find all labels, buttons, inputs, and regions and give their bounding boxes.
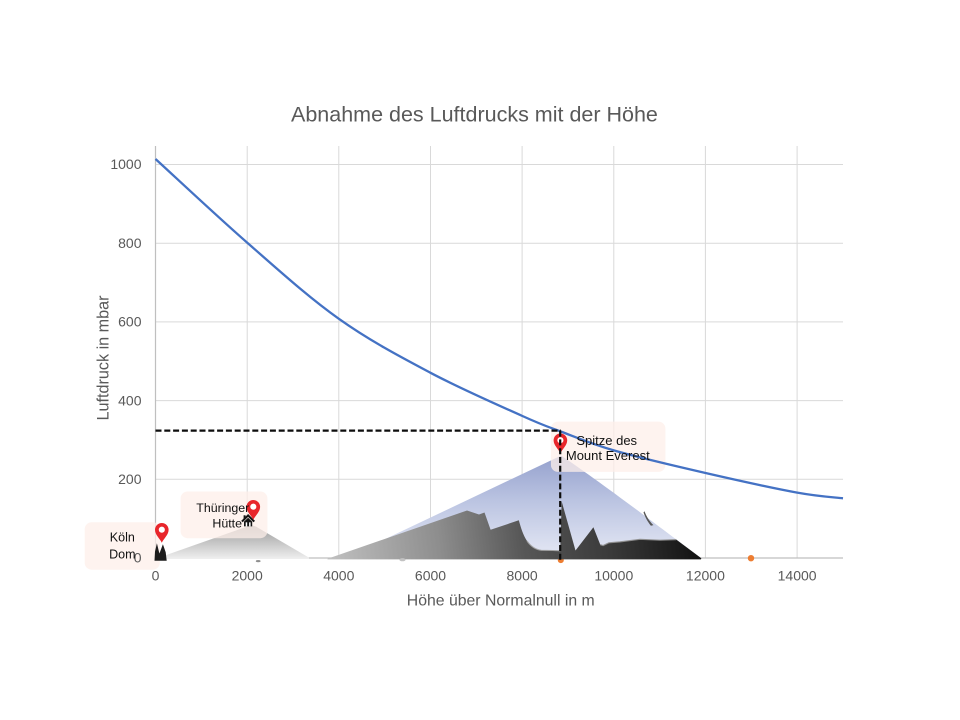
svg-text:Höhe über Normalnull in m: Höhe über Normalnull in m <box>407 593 595 610</box>
svg-text:0: 0 <box>134 550 142 566</box>
svg-text:Luftdruck in mbar: Luftdruck in mbar <box>95 295 113 421</box>
svg-text:4000: 4000 <box>323 567 354 583</box>
svg-text:400: 400 <box>118 392 142 408</box>
svg-text:8000: 8000 <box>507 567 538 583</box>
svg-text:14000: 14000 <box>778 567 817 583</box>
svg-text:0: 0 <box>152 567 160 583</box>
svg-text:Spitze des: Spitze des <box>576 433 637 448</box>
svg-text:10000: 10000 <box>594 567 633 583</box>
svg-text:Dom: Dom <box>109 547 135 561</box>
svg-text:Köln: Köln <box>110 531 135 545</box>
svg-text:800: 800 <box>118 235 142 251</box>
svg-text:Thüringer: Thüringer <box>196 501 249 515</box>
svg-text:Hütte: Hütte <box>212 517 242 531</box>
svg-text:Mount Everest: Mount Everest <box>566 448 650 463</box>
svg-text:1000: 1000 <box>110 156 141 172</box>
svg-text:6000: 6000 <box>415 567 446 583</box>
svg-text:Abnahme des Luftdrucks mit der: Abnahme des Luftdrucks mit der Höhe <box>291 102 658 126</box>
svg-text:2000: 2000 <box>232 567 263 583</box>
svg-text:200: 200 <box>118 471 142 487</box>
svg-text:600: 600 <box>118 314 142 330</box>
svg-text:12000: 12000 <box>686 567 725 583</box>
